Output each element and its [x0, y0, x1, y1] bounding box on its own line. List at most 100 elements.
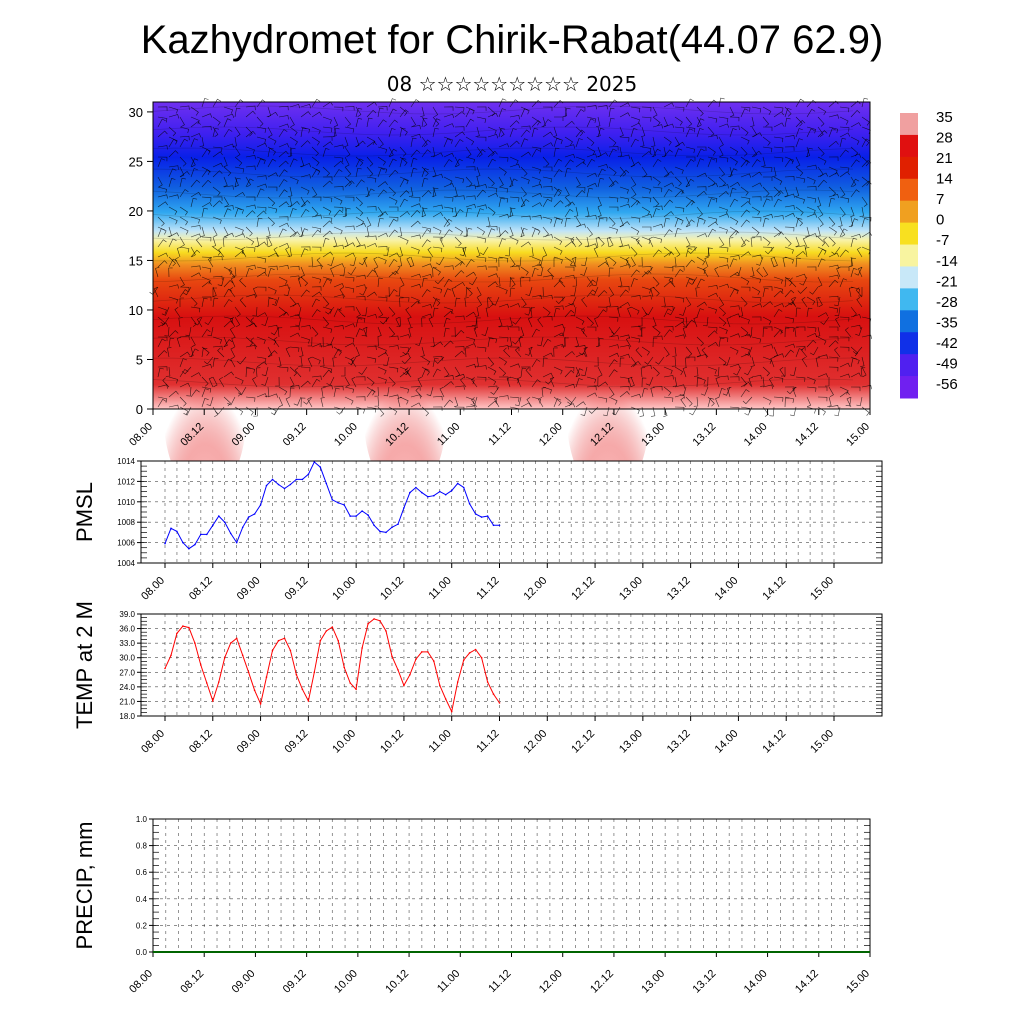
wind-barb: [278, 189, 288, 198]
wind-barb: [201, 296, 212, 301]
wind-barb: [817, 296, 823, 308]
wind-barb: [300, 276, 309, 287]
wind-barb: [839, 106, 850, 113]
wind-barb: [435, 256, 445, 266]
wind-barb: [553, 366, 563, 375]
wind-barb: [729, 106, 735, 118]
wind-barb: [839, 137, 847, 148]
wind-barb: [718, 156, 729, 163]
wind-barb: [267, 216, 275, 227]
wind-barb: [475, 176, 480, 187]
wind-barb: [773, 396, 784, 402]
wind-barb: [618, 276, 623, 287]
temp-2m-data-point: [218, 681, 220, 683]
wind-barb: [744, 366, 753, 376]
wind-barb: [619, 244, 630, 249]
temp-2m-data-point: [486, 681, 489, 683]
temp-2m-data-point: [182, 625, 184, 627]
wind-barb: [366, 109, 377, 118]
wind-barb: [729, 216, 739, 226]
wind-barb: [817, 248, 827, 258]
wind-barb: [630, 269, 640, 278]
wind-barb: [809, 346, 819, 356]
wind-barb: [204, 316, 214, 326]
wind-barb: [410, 203, 422, 208]
wind-barb: [650, 287, 655, 298]
wind-barb: [432, 236, 443, 242]
wind-barb: [608, 206, 619, 212]
wind-barb: [344, 166, 352, 177]
wind-barb: [333, 236, 338, 248]
wind-barb: [762, 301, 773, 308]
x-tick-label: 09.12: [281, 968, 309, 996]
contour-line: [152, 168, 854, 178]
wind-barb: [190, 306, 201, 313]
wind-barb: [718, 184, 729, 189]
wind-barb: [157, 239, 167, 248]
wind-barb: [322, 116, 332, 124]
wind-barb: [366, 314, 378, 319]
wind-barb: [498, 176, 504, 188]
wind-barb: [627, 306, 632, 318]
wind-barb: [410, 99, 420, 108]
wind-barb: [625, 257, 632, 268]
wind-barb: [179, 226, 189, 235]
wind-barb: [174, 307, 181, 318]
wind-barb: [839, 226, 846, 238]
wind-barb: [795, 206, 804, 216]
wind-barb: [487, 134, 499, 139]
wind-barb: [520, 228, 528, 238]
wind-barb: [608, 359, 618, 368]
wind-barb: [696, 158, 705, 168]
wind-barb: [597, 196, 602, 208]
wind-barb: [421, 317, 426, 328]
x-tick-label: 15.00: [808, 728, 836, 756]
wind-barb: [168, 194, 179, 199]
wind-barb: [809, 286, 819, 295]
wind-barb: [773, 122, 785, 128]
wind-barb: [344, 106, 355, 111]
wind-barb: [487, 126, 497, 135]
pmsl-data-point: [456, 482, 459, 485]
wind-barb: [594, 316, 599, 328]
wind-barb: [685, 126, 696, 133]
wind-barb: [586, 146, 596, 156]
wind-barb: [795, 326, 806, 331]
wind-barb: [679, 386, 687, 397]
wind-barb: [165, 366, 171, 377]
wind-barb: [245, 344, 256, 350]
contour-line: [152, 210, 854, 220]
pmsl-data-point: [301, 478, 304, 481]
wind-barb: [289, 231, 300, 238]
wind-barb: [272, 296, 280, 306]
wind-barb: [311, 226, 322, 233]
wind-barb: [201, 169, 211, 178]
wind-barb: [190, 158, 199, 168]
wind-barb: [789, 277, 797, 288]
wind-barb: [520, 306, 531, 312]
wind-barb: [642, 226, 652, 231]
wind-barb: [674, 136, 681, 148]
wind-barb: [608, 352, 620, 358]
y-tick-label: 30: [129, 105, 143, 120]
wind-barb: [586, 326, 597, 332]
pmsl-data-point: [331, 499, 334, 501]
wind-barb: [250, 337, 258, 348]
wind-barb: [541, 387, 547, 398]
colorbar-label: 28: [936, 130, 953, 147]
wind-barb: [729, 230, 740, 238]
wind-barb: [201, 329, 211, 338]
wind-barb: [432, 166, 437, 178]
wind-barb: [410, 220, 421, 228]
wind-barb: [672, 376, 678, 387]
x-tick-label: 12.12: [569, 728, 597, 756]
wind-barb: [861, 116, 870, 126]
x-tick-label: 12.12: [588, 968, 616, 996]
wind-barb: [509, 346, 520, 352]
wind-barb: [597, 396, 608, 403]
wind-barb: [256, 183, 268, 188]
wind-barb: [586, 172, 598, 178]
pmsl-data-point: [325, 482, 328, 485]
wind-barb: [465, 259, 475, 268]
